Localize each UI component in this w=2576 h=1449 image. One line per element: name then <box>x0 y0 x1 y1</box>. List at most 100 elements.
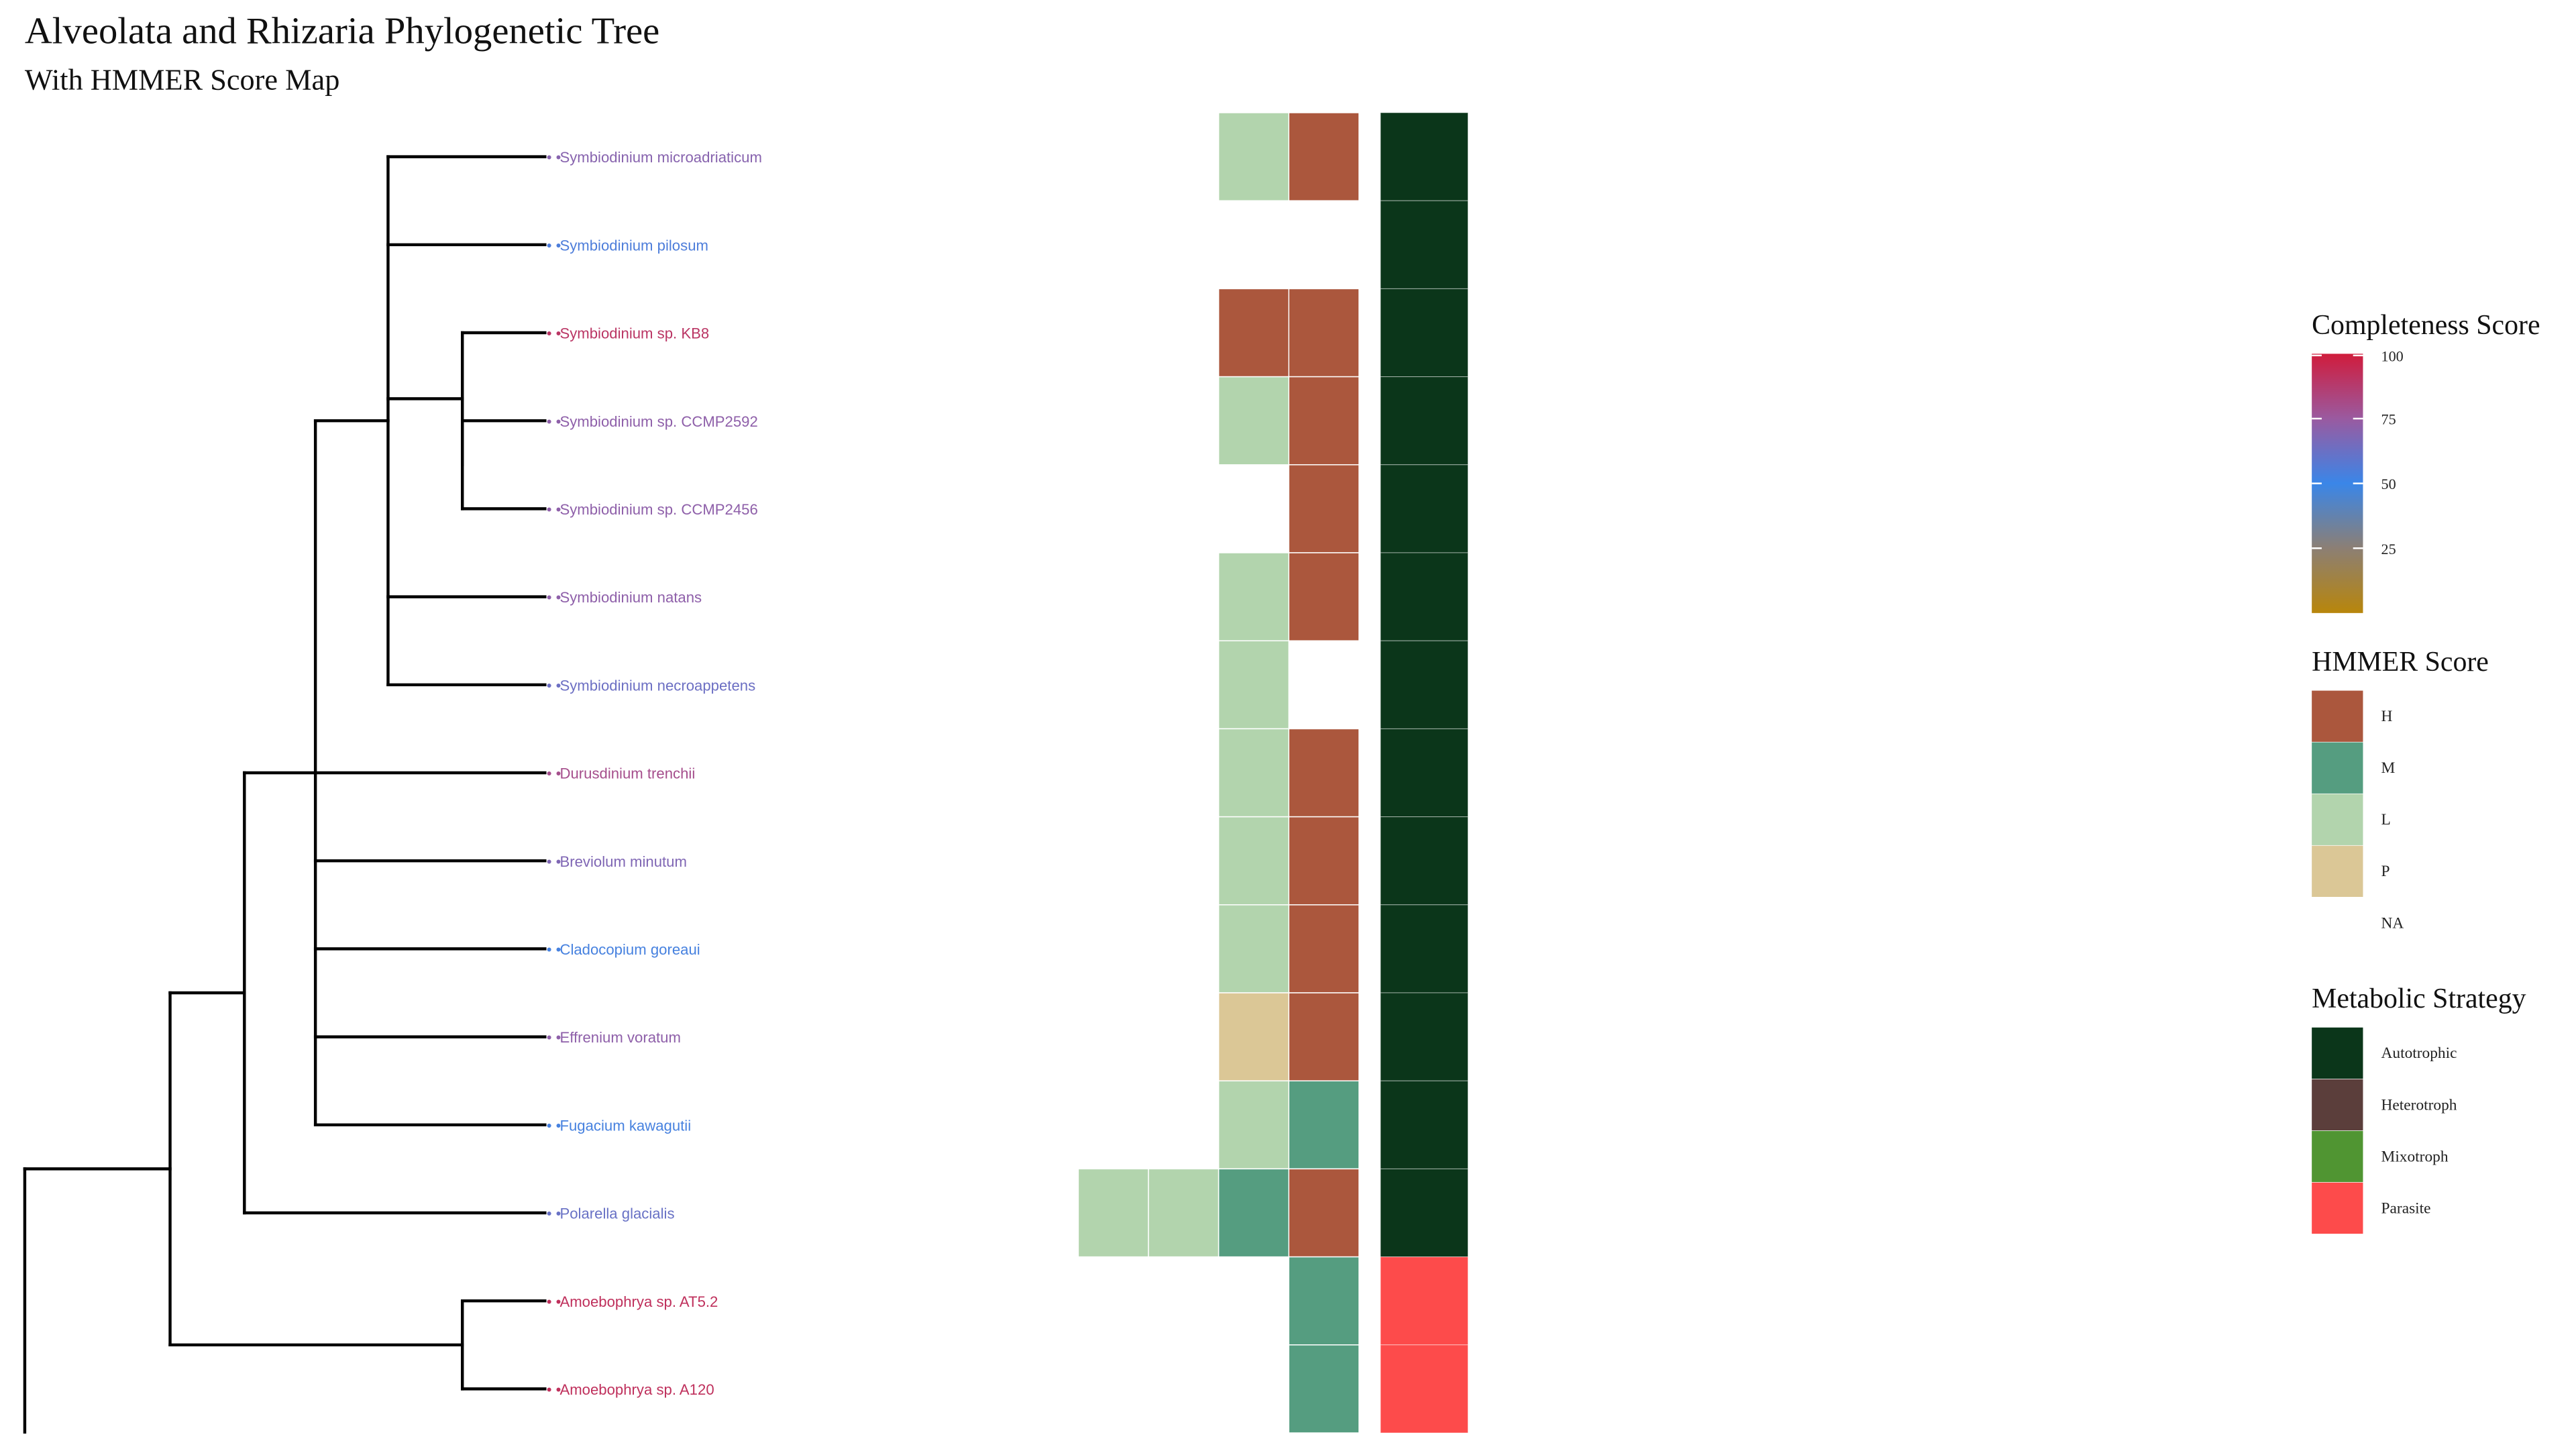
taxon-dot-symbiodinium-natans: • • <box>547 589 561 606</box>
taxon-labels: • •Symbiodinium microadriaticum• •Symbio… <box>547 149 762 1398</box>
hmmer-cell-fugacium-kawagutii-3 <box>1218 1080 1289 1170</box>
hmmer-cell-symbiodinium-sp-ccmp2592-3 <box>1218 376 1289 466</box>
hmmer-cell-breviolum-minutum-3 <box>1218 816 1289 906</box>
hmmer-legend-key-m <box>2312 742 2363 794</box>
strategy-legend-label-heterotroph: Heterotroph <box>2381 1096 2457 1114</box>
taxon-label-cladocopium-goreaui: Cladocopium goreaui <box>559 941 700 958</box>
hmmer-cell-cladocopium-goreaui-3 <box>1218 904 1289 994</box>
taxon-label-symbiodinium-sp-ccmp2592: Symbiodinium sp. CCMP2592 <box>559 413 757 430</box>
taxon-dot-effrenium-voratum: • • <box>547 1029 561 1046</box>
strategy-cell-amoebophrya-sp-a120 <box>1380 1344 1468 1434</box>
hmmer-heatmap <box>1077 112 1360 1434</box>
strategy-cell-symbiodinium-natans <box>1380 552 1468 641</box>
strategy-legend-key-autotrophic <box>2312 1027 2363 1079</box>
hmmer-legend-key-na <box>2312 897 2363 949</box>
hmmer-cell-symbiodinium-necroappetens-3 <box>1218 640 1289 730</box>
taxon-label-effrenium-voratum: Effrenium voratum <box>559 1029 680 1046</box>
completeness-tick-label-25: 25 <box>2381 541 2396 557</box>
hmmer-cell-amoebophrya-sp-a120-4 <box>1288 1344 1360 1434</box>
strategy-legend-key-parasite <box>2312 1182 2363 1234</box>
metabolic-strategy-column <box>1380 112 1468 1434</box>
strategy-legend-key-heterotroph <box>2312 1079 2363 1131</box>
hmmer-cell-polarella-glacialis-4 <box>1288 1168 1360 1258</box>
strategy-cell-durusdinium-trenchii <box>1380 728 1468 818</box>
hmmer-cell-polarella-glacialis-3 <box>1218 1168 1289 1258</box>
strategy-legend-label-mixotroph: Mixotroph <box>2381 1148 2449 1165</box>
hmmer-legend: HMMER Score H M L P NA <box>2312 647 2489 949</box>
taxon-label-symbiodinium-pilosum: Symbiodinium pilosum <box>559 237 708 254</box>
hmmer-cell-polarella-glacialis-1 <box>1077 1168 1149 1258</box>
hmmer-legend-label-na: NA <box>2381 914 2404 932</box>
completeness-tick-label-100: 100 <box>2381 347 2404 364</box>
taxon-label-symbiodinium-sp-ccmp2456: Symbiodinium sp. CCMP2456 <box>559 501 757 518</box>
taxon-dot-durusdinium-trenchii: • • <box>547 765 561 782</box>
chart-title: Alveolata and Rhizaria Phylogenetic Tree <box>25 11 659 52</box>
phylogenetic-tree <box>23 155 547 1434</box>
hmmer-legend-title: HMMER Score <box>2312 647 2489 678</box>
strategy-cell-polarella-glacialis <box>1380 1168 1468 1258</box>
strategy-cell-cladocopium-goreaui <box>1380 904 1468 994</box>
taxon-label-amoebophrya-sp-a120: Amoebophrya sp. A120 <box>559 1381 714 1398</box>
metabolic-strategy-legend-keys: Autotrophic Heterotroph Mixotroph Parasite <box>2312 1027 2457 1234</box>
metabolic-strategy-legend-title: Metabolic Strategy <box>2312 983 2526 1014</box>
hmmer-cell-symbiodinium-sp-kb8-3 <box>1218 288 1289 378</box>
completeness-legend-title: Completeness Score <box>2312 310 2540 341</box>
strategy-legend-label-autotrophic: Autotrophic <box>2381 1044 2457 1062</box>
taxon-dot-symbiodinium-sp-kb8: • • <box>547 325 561 342</box>
strategy-cell-fugacium-kawagutii <box>1380 1080 1468 1169</box>
hmmer-cell-symbiodinium-microadriaticum-3 <box>1218 112 1289 201</box>
hmmer-cell-symbiodinium-sp-ccmp2592-4 <box>1288 376 1360 466</box>
taxon-label-breviolum-minutum: Breviolum minutum <box>559 853 686 870</box>
hmmer-cell-breviolum-minutum-4 <box>1288 816 1360 906</box>
taxon-label-symbiodinium-necroappetens: Symbiodinium necroappetens <box>559 677 755 694</box>
hmmer-cell-effrenium-voratum-3 <box>1218 992 1289 1081</box>
strategy-cell-symbiodinium-sp-kb8 <box>1380 288 1468 378</box>
taxon-label-symbiodinium-microadriaticum: Symbiodinium microadriaticum <box>559 149 761 166</box>
strategy-cell-symbiodinium-sp-ccmp2456 <box>1380 464 1468 553</box>
hmmer-legend-label-h: H <box>2381 708 2393 725</box>
taxon-label-symbiodinium-natans: Symbiodinium natans <box>559 589 702 606</box>
strategy-cell-symbiodinium-pilosum <box>1380 200 1468 289</box>
hmmer-cell-symbiodinium-natans-3 <box>1218 552 1289 641</box>
metabolic-strategy-legend: Metabolic Strategy Autotrophic Heterotrop… <box>2312 983 2526 1234</box>
completeness-ticks: 100 75 50 25 <box>2312 347 2404 557</box>
taxon-dot-symbiodinium-sp-ccmp2592: • • <box>547 413 561 430</box>
taxon-dot-breviolum-minutum: • • <box>547 853 561 870</box>
hmmer-cell-effrenium-voratum-4 <box>1288 992 1360 1081</box>
completeness-tick-label-50: 50 <box>2381 476 2396 492</box>
taxon-dot-symbiodinium-microadriaticum: • • <box>547 149 561 166</box>
taxon-dot-symbiodinium-sp-ccmp2456: • • <box>547 501 561 518</box>
hmmer-legend-label-m: M <box>2381 759 2396 777</box>
hmmer-cell-fugacium-kawagutii-4 <box>1288 1080 1360 1170</box>
taxon-label-polarella-glacialis: Polarella glacialis <box>559 1205 674 1222</box>
completeness-legend: Completeness Score 100 75 50 25 <box>2312 310 2540 613</box>
taxon-label-amoebophrya-sp-at5-2: Amoebophrya sp. AT5.2 <box>559 1293 718 1310</box>
taxon-label-fugacium-kawagutii: Fugacium kawagutii <box>559 1117 691 1134</box>
strategy-legend-key-mixotroph <box>2312 1130 2363 1183</box>
hmmer-cell-durusdinium-trenchii-4 <box>1288 728 1360 818</box>
hmmer-legend-keys: H M L P NA <box>2312 690 2404 949</box>
strategy-cell-breviolum-minutum <box>1380 816 1468 906</box>
taxon-dot-cladocopium-goreaui: • • <box>547 941 561 958</box>
chart-subtitle: With HMMER Score Map <box>25 64 339 97</box>
strategy-cell-symbiodinium-necroappetens <box>1380 640 1468 729</box>
completeness-tick-label-75: 75 <box>2381 411 2396 428</box>
taxon-label-symbiodinium-sp-kb8: Symbiodinium sp. KB8 <box>559 325 709 342</box>
hmmer-legend-key-h <box>2312 690 2363 742</box>
hmmer-legend-key-p <box>2312 845 2363 897</box>
hmmer-cell-symbiodinium-natans-4 <box>1288 552 1360 641</box>
strategy-cell-symbiodinium-sp-ccmp2592 <box>1380 376 1468 466</box>
strategy-cell-symbiodinium-microadriaticum <box>1380 112 1468 201</box>
hmmer-legend-key-l <box>2312 794 2363 845</box>
hmmer-legend-label-l: L <box>2381 811 2391 828</box>
hmmer-cell-symbiodinium-microadriaticum-4 <box>1288 112 1360 201</box>
taxon-dot-symbiodinium-pilosum: • • <box>547 237 561 254</box>
taxon-dot-symbiodinium-necroappetens: • • <box>547 677 561 694</box>
hmmer-cell-symbiodinium-sp-kb8-4 <box>1288 288 1360 378</box>
hmmer-cell-polarella-glacialis-2 <box>1148 1168 1220 1258</box>
taxon-dot-polarella-glacialis: • • <box>547 1205 561 1222</box>
strategy-cell-effrenium-voratum <box>1380 992 1468 1081</box>
hmmer-cell-amoebophrya-sp-at5-2-4 <box>1288 1256 1360 1346</box>
hmmer-cell-symbiodinium-sp-ccmp2456-4 <box>1288 464 1360 553</box>
